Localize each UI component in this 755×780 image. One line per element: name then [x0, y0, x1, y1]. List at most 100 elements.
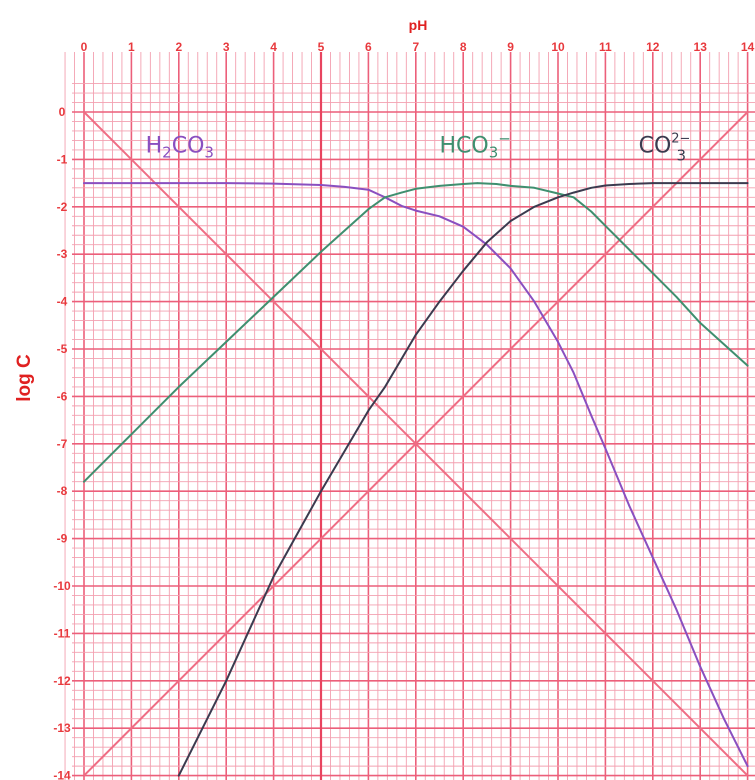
- x-tick-label: 12: [646, 40, 660, 54]
- label-h2co3-h: H: [146, 133, 163, 158]
- y-tick-label: -8: [57, 484, 68, 498]
- x-tick-label: 10: [551, 40, 565, 54]
- series-label-co3: CO2− 3: [639, 131, 691, 164]
- data-point-co3: [272, 575, 275, 578]
- data-point-hco3: [495, 183, 498, 185]
- data-point-hco3: [652, 272, 654, 274]
- data-point-co3: [415, 333, 417, 336]
- data-point-h2co3: [83, 182, 85, 184]
- label-h2co3-sub2: 3: [204, 143, 214, 161]
- data-point-hco3: [557, 192, 559, 195]
- data-point-co3: [699, 182, 701, 184]
- data-point-h2co3: [400, 205, 403, 207]
- data-point-co3: [320, 490, 322, 493]
- label-co3-sub: 3: [676, 146, 686, 164]
- x-tick-label: 6: [365, 40, 372, 54]
- data-point-co3: [746, 182, 749, 184]
- data-point-h2co3: [509, 267, 512, 270]
- x-tick-label: 11: [599, 40, 612, 54]
- data-point-hco3: [367, 208, 370, 210]
- data-point-hco3: [343, 229, 346, 232]
- series-line-h2co3: [83, 182, 749, 768]
- data-point-h2co3: [178, 182, 180, 184]
- y-tick-label: -12: [53, 674, 71, 688]
- data-point-h2co3: [343, 186, 346, 188]
- y-tick-label: -4: [57, 295, 68, 309]
- data-point-co3: [178, 774, 180, 777]
- data-point-hco3: [533, 187, 536, 189]
- y-tick-label: -13: [53, 721, 71, 735]
- y-tick-label: -3: [57, 247, 68, 261]
- data-point-h2co3: [557, 341, 559, 343]
- data-point-hco3: [178, 386, 180, 388]
- data-point-co3: [557, 196, 559, 199]
- y-tick-label: -7: [57, 437, 68, 451]
- y-tick-label: -2: [57, 200, 68, 214]
- data-point-hco3: [83, 480, 85, 483]
- data-point-hco3: [476, 182, 479, 184]
- data-point-h2co3: [272, 182, 275, 185]
- data-point-co3: [652, 182, 654, 184]
- data-point-h2co3: [462, 225, 465, 228]
- label-hco3-base: HCO: [440, 133, 489, 158]
- data-point-co3: [384, 386, 386, 388]
- label-h2co3-co: CO: [172, 133, 205, 158]
- y-tick-label: -6: [57, 389, 68, 403]
- data-point-hco3: [699, 322, 701, 324]
- data-point-hco3: [675, 296, 678, 298]
- data-point-hco3: [415, 187, 417, 190]
- x-tick-label: 4: [270, 40, 277, 54]
- x-tick-label: 13: [694, 40, 708, 54]
- data-point-co3: [225, 680, 227, 682]
- reference-lines: [83, 111, 749, 777]
- label-co3-sup: 2−: [671, 131, 690, 146]
- data-point-h2co3: [572, 371, 575, 374]
- x-tick-label: 1: [128, 40, 135, 54]
- x-tick-label: 3: [223, 40, 230, 54]
- y-tick-labels: 0 -1 -2 -3 -4 -5 -6 -7 -8 -9 -10 -11 -12 -13 -14: [53, 105, 71, 780]
- series-label-h2co3: H2CO3: [146, 133, 214, 161]
- x-tick-label: 5: [318, 40, 325, 54]
- data-point-h2co3: [723, 717, 725, 720]
- data-point-co3: [509, 220, 512, 222]
- label-h2co3-sub1: 2: [162, 143, 172, 161]
- data-point-hco3: [509, 185, 512, 187]
- data-point-hco3: [746, 364, 749, 367]
- label-co3-base: CO: [639, 133, 672, 158]
- reference-line-log-oh: [83, 111, 749, 777]
- data-point-co3: [572, 191, 575, 194]
- y-tick-label: -9: [57, 532, 68, 546]
- data-point-co3: [367, 409, 370, 412]
- data-point-co3: [604, 184, 607, 187]
- y-tick-label: -11: [54, 626, 71, 640]
- y-axis-title: log C: [14, 354, 35, 402]
- data-point-h2co3: [604, 447, 607, 450]
- label-hco3-sub: 3: [489, 143, 499, 161]
- data-point-hco3: [590, 210, 592, 213]
- data-point-hco3: [572, 196, 575, 199]
- x-axis-title: pH: [409, 17, 428, 33]
- data-point-hco3: [320, 251, 322, 253]
- data-point-hco3: [438, 185, 441, 187]
- data-point-h2co3: [438, 215, 441, 218]
- series-label-hco3: HCO3−: [440, 129, 511, 161]
- series-line-co3: [177, 182, 749, 777]
- data-point-co3: [486, 241, 488, 244]
- data-point-co3: [628, 183, 630, 185]
- data-point-h2co3: [367, 188, 370, 191]
- label-hco3-sup: −: [498, 129, 511, 147]
- data-point-co3: [590, 187, 592, 189]
- series: [83, 182, 749, 777]
- x-tick-label: 14: [741, 40, 755, 54]
- data-point-h2co3: [746, 765, 749, 767]
- data-point-hco3: [384, 196, 386, 199]
- y-tick-label: -5: [57, 342, 68, 356]
- data-point-hco3: [225, 341, 227, 343]
- data-point-hco3: [400, 191, 403, 194]
- data-point-h2co3: [628, 504, 630, 507]
- data-point-h2co3: [130, 182, 133, 184]
- data-point-hco3: [723, 343, 725, 346]
- x-tick-label: 9: [507, 40, 514, 54]
- data-point-h2co3: [652, 556, 654, 559]
